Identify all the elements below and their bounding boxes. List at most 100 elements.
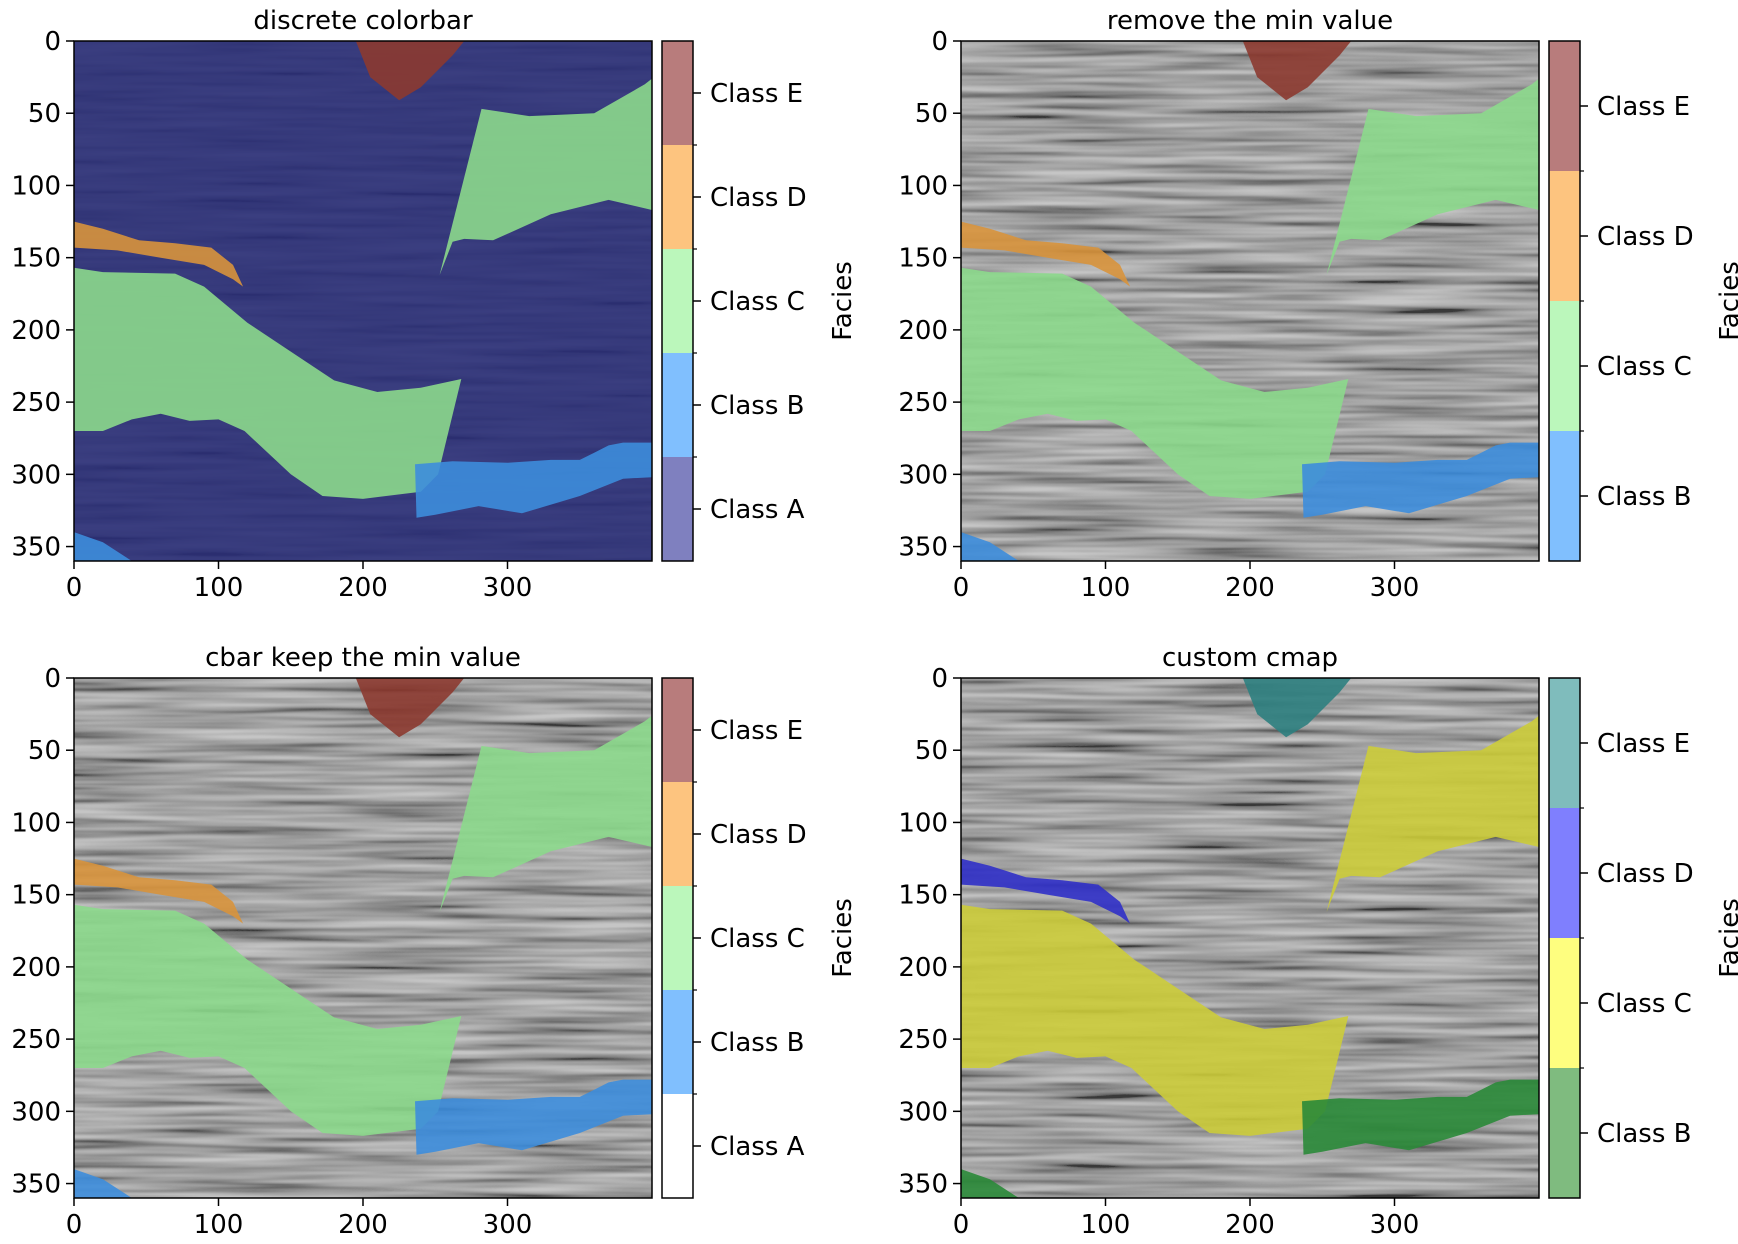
facies-region-class-c	[74, 904, 462, 1136]
colorbar-class-label: Class C	[710, 924, 805, 954]
y-tick-label: 300	[11, 1097, 61, 1127]
colorbar-class-label: Class E	[1597, 92, 1690, 122]
colorbar-label: Facies	[828, 898, 858, 978]
colorbar: Class E Class D Class C Class B Class A Facie…	[661, 40, 858, 562]
x-tick-label: 0	[953, 1210, 970, 1240]
colorbar-label: Facies	[1715, 261, 1738, 341]
y-tick-label: 50	[915, 736, 948, 766]
facies-region-class-b	[415, 1079, 652, 1155]
subplot-2: remove the min value 0 100 200 300 0 50 100 150 2…	[898, 6, 1738, 603]
colorbar-segment	[662, 41, 693, 145]
x-tick-label: 0	[66, 1210, 83, 1240]
x-tick-label: 100	[194, 1210, 244, 1240]
y-tick-label: 0	[44, 27, 61, 57]
x-tick-label: 100	[1081, 573, 1131, 603]
image-area	[74, 678, 652, 1198]
y-tick-label: 50	[28, 736, 61, 766]
subplot-1: discrete colorbar 0 100 200 300 0 50 100 150 200 2…	[11, 6, 858, 603]
colorbar-class-label: Class E	[710, 716, 803, 746]
facies-region-class-b	[1302, 1079, 1539, 1155]
colorbar-segment	[662, 249, 693, 353]
y-tick-label: 350	[898, 533, 948, 563]
colorbar-segment	[1549, 1068, 1580, 1198]
colorbar-class-label: Class B	[710, 1028, 805, 1058]
y-tick-label: 150	[898, 244, 948, 274]
facies-region-class-d	[961, 221, 1131, 287]
x-tick-label: 0	[66, 573, 83, 603]
x-tick-label: 200	[338, 1210, 388, 1240]
y-tick-label: 50	[28, 99, 61, 129]
colorbar-segment	[662, 1094, 693, 1198]
image-area	[961, 678, 1539, 1198]
y-tick-label: 200	[898, 316, 948, 346]
colorbar-class-label: Class D	[710, 820, 807, 850]
y-tick-label: 100	[898, 171, 948, 201]
facies-region-class-d	[74, 858, 244, 924]
x-tick-label: 100	[1081, 1210, 1131, 1240]
subplot-3: cbar keep the min value 0 100 200 300 0 50 100 1…	[11, 643, 858, 1240]
facies-region-class-b	[415, 442, 652, 518]
y-tick-label: 300	[11, 460, 61, 490]
colorbar-segment	[1549, 41, 1580, 171]
colorbar-label: Facies	[1715, 898, 1738, 978]
image-area	[74, 41, 652, 561]
y-tick-label: 0	[931, 27, 948, 57]
y-tick-label: 200	[11, 316, 61, 346]
facies-region-class-c	[1326, 78, 1539, 275]
colorbar-frame	[1548, 40, 1581, 562]
facies-region-class-e	[355, 678, 465, 738]
colorbar-segment	[662, 990, 693, 1094]
subplot-4: custom cmap 0 100 200 300 0 50 100 150 200 250 300 3…	[898, 643, 1738, 1240]
y-tick-label: 250	[898, 388, 948, 418]
x-tick-label: 300	[1370, 573, 1420, 603]
colorbar-segment	[1549, 171, 1580, 301]
colorbar-segment	[1549, 431, 1580, 561]
colorbar-class-label: Class A	[710, 495, 805, 525]
colorbar-segment	[1549, 678, 1580, 808]
y-tick-label: 350	[11, 533, 61, 563]
facies-region-class-e	[355, 41, 465, 101]
colorbar: Class E Class D Class C Class B Facies	[1548, 677, 1738, 1199]
y-tick-label: 350	[898, 1170, 948, 1200]
y-tick-label: 250	[11, 1025, 61, 1055]
y-tick-label: 350	[11, 1170, 61, 1200]
colorbar-class-label: Class C	[1597, 989, 1692, 1019]
y-tick-label: 150	[898, 881, 948, 911]
y-tick-label: 250	[898, 1025, 948, 1055]
facies-region-class-c	[1326, 715, 1539, 912]
facies-region-class-d	[961, 858, 1131, 924]
y-tick-label: 250	[11, 388, 61, 418]
facies-region-class-c	[961, 267, 1349, 499]
facies-region-class-b	[961, 532, 1019, 561]
y-tick-label: 100	[11, 808, 61, 838]
y-tick-label: 300	[898, 1097, 948, 1127]
y-tick-label: 200	[898, 953, 948, 983]
colorbar-class-label: Class E	[1597, 729, 1690, 759]
y-tick-label: 150	[11, 244, 61, 274]
y-tick-label: 100	[898, 808, 948, 838]
facies-region-class-c	[439, 715, 652, 912]
facies-region-class-b	[1302, 442, 1539, 518]
subplot-title: cbar keep the min value	[205, 643, 521, 673]
facies-region-class-e	[1242, 678, 1352, 738]
colorbar-label: Facies	[828, 261, 858, 341]
y-tick-label: 300	[898, 460, 948, 490]
facies-region-class-d	[74, 221, 244, 287]
facies-region-class-c	[439, 78, 652, 275]
facies-region-class-b	[74, 532, 132, 561]
colorbar-class-label: Class A	[710, 1132, 805, 1162]
colorbar-class-label: Class D	[710, 183, 807, 213]
subplots: discrete colorbar 0 100 200 300 0 50 100 150 200 2…	[11, 6, 1738, 1240]
colorbar-segment	[662, 678, 693, 782]
colorbar-segment	[662, 353, 693, 457]
x-tick-label: 300	[483, 1210, 533, 1240]
facies-region-class-b	[961, 1169, 1019, 1198]
colorbar-class-label: Class D	[1597, 859, 1694, 889]
subplot-title: discrete colorbar	[253, 6, 473, 36]
colorbar-class-label: Class E	[710, 79, 803, 109]
colorbar: Class E Class D Class C Class B Facies	[1548, 40, 1738, 562]
colorbar-frame	[661, 40, 694, 562]
colorbar-class-label: Class C	[1597, 352, 1692, 382]
x-tick-label: 300	[483, 573, 533, 603]
